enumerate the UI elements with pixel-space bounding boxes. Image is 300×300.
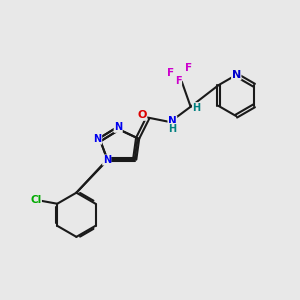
Text: F: F [185,63,192,74]
Text: N: N [232,70,241,80]
Text: N: N [114,122,122,132]
Text: O: O [137,110,147,120]
Text: Cl: Cl [30,195,41,205]
Text: N: N [103,155,111,165]
Text: H: H [193,103,201,112]
Text: H: H [168,124,176,134]
Text: F: F [175,76,181,86]
Text: N: N [94,134,102,144]
Text: F: F [167,68,174,78]
Text: N: N [168,116,177,126]
